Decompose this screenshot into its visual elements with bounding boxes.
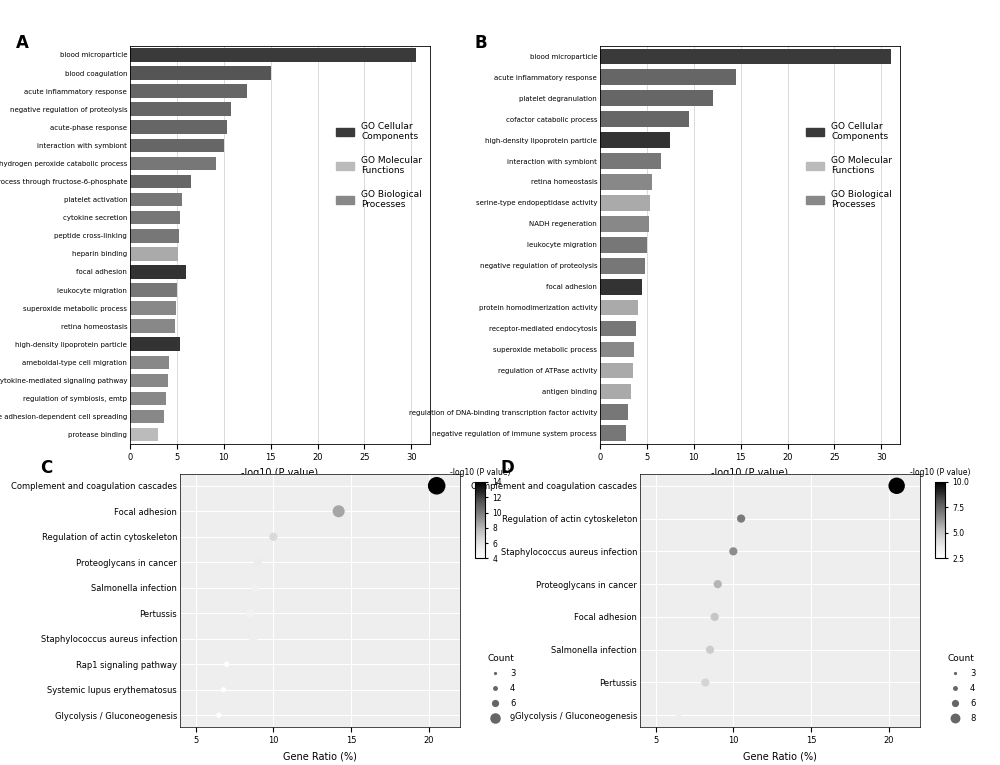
Bar [130, 337, 180, 351]
X-axis label: Gene Ratio (%): Gene Ratio (%) [743, 751, 817, 761]
Bar [130, 84, 247, 98]
Point [211, 709, 227, 721]
Bar [130, 301, 176, 315]
Point [725, 545, 741, 558]
Bar [130, 193, 182, 207]
Bar [600, 258, 645, 274]
Point [702, 643, 718, 656]
Bar [130, 428, 158, 441]
Point [219, 658, 235, 670]
Bar [130, 410, 164, 423]
Bar [600, 90, 712, 106]
Point [247, 581, 263, 594]
Text: C: C [40, 459, 52, 477]
Bar [600, 342, 634, 357]
Bar [130, 157, 216, 171]
Point [242, 607, 258, 620]
Text: B: B [474, 34, 487, 52]
Bar [130, 174, 191, 188]
X-axis label: -log10 (P value): -log10 (P value) [241, 468, 319, 478]
Bar [130, 320, 175, 333]
Point [707, 610, 723, 623]
Bar [130, 103, 231, 116]
Bar [130, 121, 227, 134]
Point [429, 480, 445, 492]
Bar [600, 383, 631, 399]
Bar [600, 132, 670, 148]
Bar [130, 138, 224, 152]
Bar [130, 48, 416, 62]
Bar [130, 247, 178, 261]
Bar [600, 174, 652, 190]
Point [331, 505, 347, 517]
Point [250, 556, 266, 568]
Legend: GO Cellular
Components, GO Molecular
Functions, GO Biological
Processes: GO Cellular Components, GO Molecular Fun… [806, 122, 892, 209]
Bar [130, 67, 271, 80]
Legend: 3, 4, 6, 9: 3, 4, 6, 9 [487, 654, 515, 723]
Point [265, 531, 281, 543]
Point [671, 709, 687, 721]
Text: A: A [16, 34, 29, 52]
X-axis label: Gene Ratio (%): Gene Ratio (%) [283, 751, 357, 761]
Text: D: D [500, 459, 514, 477]
Point [733, 513, 749, 525]
Bar [600, 425, 626, 441]
Bar [130, 211, 180, 224]
Bar [600, 300, 638, 315]
Bar [130, 356, 169, 369]
Legend: GO Cellular
Components, GO Molecular
Functions, GO Biological
Processes: GO Cellular Components, GO Molecular Fun… [336, 122, 422, 209]
Bar [600, 216, 649, 232]
Bar [130, 283, 177, 297]
Bar [130, 229, 179, 243]
Text: -log10 (P value): -log10 (P value) [910, 467, 970, 477]
X-axis label: -log10 (P value): -log10 (P value) [711, 468, 789, 478]
Point [216, 684, 232, 696]
Bar [130, 373, 168, 387]
Bar [600, 278, 642, 295]
Legend: 3, 4, 6, 8: 3, 4, 6, 8 [947, 654, 975, 723]
Point [697, 676, 713, 688]
Text: -log10 (P value): -log10 (P value) [450, 467, 510, 477]
Point [889, 480, 905, 492]
Point [710, 578, 726, 591]
Bar [600, 195, 650, 211]
Bar [130, 265, 186, 278]
Bar [600, 112, 689, 127]
Point [245, 633, 261, 645]
Bar [600, 48, 891, 64]
Bar [600, 363, 633, 378]
Bar [600, 321, 636, 337]
Bar [600, 153, 661, 169]
Bar [600, 70, 736, 85]
Bar [600, 405, 628, 420]
Bar [600, 237, 647, 252]
Bar [130, 392, 166, 405]
